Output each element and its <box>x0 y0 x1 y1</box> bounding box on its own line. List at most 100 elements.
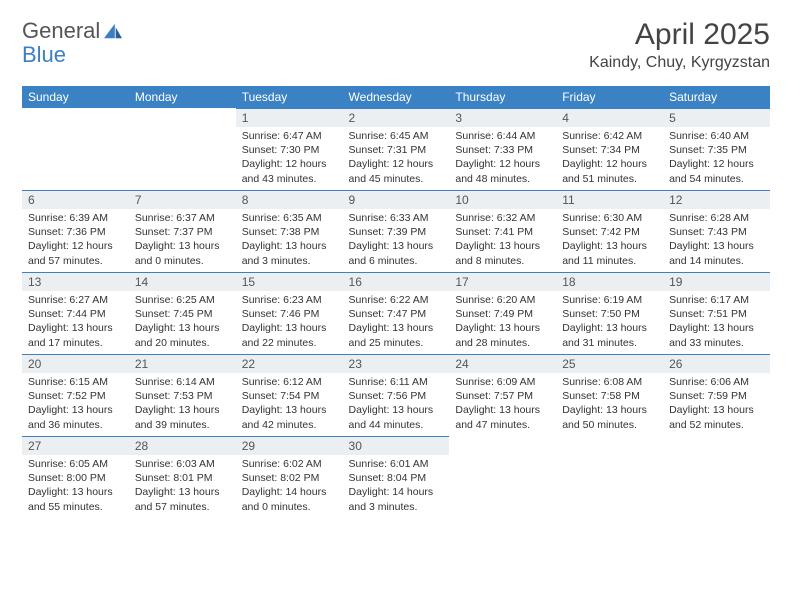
weekday-header: Sunday <box>22 86 129 108</box>
calendar-day-cell: 18Sunrise: 6:19 AMSunset: 7:50 PMDayligh… <box>556 272 663 354</box>
calendar-day-cell: 2Sunrise: 6:45 AMSunset: 7:31 PMDaylight… <box>343 108 450 190</box>
sunrise-text: Sunrise: 6:44 AM <box>455 129 550 143</box>
daylight-text: Daylight: 13 hours and 36 minutes. <box>28 403 123 431</box>
day-details: Sunrise: 6:23 AMSunset: 7:46 PMDaylight:… <box>236 291 343 354</box>
sunrise-text: Sunrise: 6:25 AM <box>135 293 230 307</box>
sunset-text: Sunset: 7:42 PM <box>562 225 657 239</box>
day-details: Sunrise: 6:30 AMSunset: 7:42 PMDaylight:… <box>556 209 663 272</box>
day-number: 5 <box>663 108 770 127</box>
sunset-text: Sunset: 7:56 PM <box>349 389 444 403</box>
sunrise-text: Sunrise: 6:45 AM <box>349 129 444 143</box>
calendar-head: SundayMondayTuesdayWednesdayThursdayFrid… <box>22 86 770 108</box>
sunset-text: Sunset: 7:50 PM <box>562 307 657 321</box>
sunset-text: Sunset: 7:36 PM <box>28 225 123 239</box>
day-number: 6 <box>22 190 129 209</box>
day-details: Sunrise: 6:37 AMSunset: 7:37 PMDaylight:… <box>129 209 236 272</box>
day-details: Sunrise: 6:15 AMSunset: 7:52 PMDaylight:… <box>22 373 129 436</box>
daylight-text: Daylight: 13 hours and 25 minutes. <box>349 321 444 349</box>
day-number: 12 <box>663 190 770 209</box>
day-details: Sunrise: 6:02 AMSunset: 8:02 PMDaylight:… <box>236 455 343 518</box>
calendar-day-cell: 1Sunrise: 6:47 AMSunset: 7:30 PMDaylight… <box>236 108 343 190</box>
daylight-text: Daylight: 13 hours and 14 minutes. <box>669 239 764 267</box>
day-details: Sunrise: 6:08 AMSunset: 7:58 PMDaylight:… <box>556 373 663 436</box>
calendar-day-cell: 22Sunrise: 6:12 AMSunset: 7:54 PMDayligh… <box>236 354 343 436</box>
sunset-text: Sunset: 7:39 PM <box>349 225 444 239</box>
sunrise-text: Sunrise: 6:03 AM <box>135 457 230 471</box>
sunset-text: Sunset: 7:45 PM <box>135 307 230 321</box>
daylight-text: Daylight: 13 hours and 20 minutes. <box>135 321 230 349</box>
daylight-text: Daylight: 12 hours and 43 minutes. <box>242 157 337 185</box>
sunset-text: Sunset: 7:34 PM <box>562 143 657 157</box>
day-details: Sunrise: 6:11 AMSunset: 7:56 PMDaylight:… <box>343 373 450 436</box>
day-details: Sunrise: 6:01 AMSunset: 8:04 PMDaylight:… <box>343 455 450 518</box>
day-number: 8 <box>236 190 343 209</box>
weekday-header: Saturday <box>663 86 770 108</box>
daylight-text: Daylight: 12 hours and 54 minutes. <box>669 157 764 185</box>
sunset-text: Sunset: 7:33 PM <box>455 143 550 157</box>
day-details: Sunrise: 6:47 AMSunset: 7:30 PMDaylight:… <box>236 127 343 190</box>
sunset-text: Sunset: 7:58 PM <box>562 389 657 403</box>
day-details: Sunrise: 6:32 AMSunset: 7:41 PMDaylight:… <box>449 209 556 272</box>
daylight-text: Daylight: 13 hours and 17 minutes. <box>28 321 123 349</box>
sunrise-text: Sunrise: 6:05 AM <box>28 457 123 471</box>
day-number: 17 <box>449 272 556 291</box>
sunrise-text: Sunrise: 6:39 AM <box>28 211 123 225</box>
weekday-header: Wednesday <box>343 86 450 108</box>
calendar-day-cell: . <box>663 436 770 518</box>
sunrise-text: Sunrise: 6:02 AM <box>242 457 337 471</box>
daylight-text: Daylight: 13 hours and 31 minutes. <box>562 321 657 349</box>
logo-text-general: General <box>22 18 100 44</box>
calendar-day-cell: 21Sunrise: 6:14 AMSunset: 7:53 PMDayligh… <box>129 354 236 436</box>
calendar-day-cell: 30Sunrise: 6:01 AMSunset: 8:04 PMDayligh… <box>343 436 450 518</box>
daylight-text: Daylight: 13 hours and 6 minutes. <box>349 239 444 267</box>
calendar-week-row: 13Sunrise: 6:27 AMSunset: 7:44 PMDayligh… <box>22 272 770 354</box>
calendar-day-cell: . <box>449 436 556 518</box>
sunrise-text: Sunrise: 6:11 AM <box>349 375 444 389</box>
sunrise-text: Sunrise: 6:12 AM <box>242 375 337 389</box>
sunset-text: Sunset: 7:35 PM <box>669 143 764 157</box>
calendar-day-cell: 7Sunrise: 6:37 AMSunset: 7:37 PMDaylight… <box>129 190 236 272</box>
sunrise-text: Sunrise: 6:09 AM <box>455 375 550 389</box>
calendar-week-row: 27Sunrise: 6:05 AMSunset: 8:00 PMDayligh… <box>22 436 770 518</box>
day-details: Sunrise: 6:25 AMSunset: 7:45 PMDaylight:… <box>129 291 236 354</box>
calendar-day-cell: 9Sunrise: 6:33 AMSunset: 7:39 PMDaylight… <box>343 190 450 272</box>
daylight-text: Daylight: 14 hours and 0 minutes. <box>242 485 337 513</box>
logo-blue-wrap: Blue <box>22 42 66 68</box>
calendar-table: SundayMondayTuesdayWednesdayThursdayFrid… <box>22 86 770 518</box>
sunset-text: Sunset: 7:46 PM <box>242 307 337 321</box>
day-number: 21 <box>129 354 236 373</box>
calendar-day-cell: 23Sunrise: 6:11 AMSunset: 7:56 PMDayligh… <box>343 354 450 436</box>
day-details: Sunrise: 6:22 AMSunset: 7:47 PMDaylight:… <box>343 291 450 354</box>
day-details: Sunrise: 6:42 AMSunset: 7:34 PMDaylight:… <box>556 127 663 190</box>
daylight-text: Daylight: 12 hours and 51 minutes. <box>562 157 657 185</box>
sunset-text: Sunset: 7:41 PM <box>455 225 550 239</box>
sunrise-text: Sunrise: 6:15 AM <box>28 375 123 389</box>
day-details: Sunrise: 6:39 AMSunset: 7:36 PMDaylight:… <box>22 209 129 272</box>
sunset-text: Sunset: 7:51 PM <box>669 307 764 321</box>
day-details: Sunrise: 6:17 AMSunset: 7:51 PMDaylight:… <box>663 291 770 354</box>
day-details: Sunrise: 6:14 AMSunset: 7:53 PMDaylight:… <box>129 373 236 436</box>
day-details: Sunrise: 6:03 AMSunset: 8:01 PMDaylight:… <box>129 455 236 518</box>
sunrise-text: Sunrise: 6:14 AM <box>135 375 230 389</box>
day-number: 27 <box>22 436 129 455</box>
daylight-text: Daylight: 13 hours and 8 minutes. <box>455 239 550 267</box>
day-number: 1 <box>236 108 343 127</box>
day-details: Sunrise: 6:33 AMSunset: 7:39 PMDaylight:… <box>343 209 450 272</box>
day-details: Sunrise: 6:45 AMSunset: 7:31 PMDaylight:… <box>343 127 450 190</box>
sunrise-text: Sunrise: 6:30 AM <box>562 211 657 225</box>
daylight-text: Daylight: 13 hours and 44 minutes. <box>349 403 444 431</box>
day-number: 3 <box>449 108 556 127</box>
day-number: 23 <box>343 354 450 373</box>
calendar-day-cell: 16Sunrise: 6:22 AMSunset: 7:47 PMDayligh… <box>343 272 450 354</box>
sunrise-text: Sunrise: 6:06 AM <box>669 375 764 389</box>
sunset-text: Sunset: 7:47 PM <box>349 307 444 321</box>
day-number: 10 <box>449 190 556 209</box>
sunrise-text: Sunrise: 6:35 AM <box>242 211 337 225</box>
sunset-text: Sunset: 7:49 PM <box>455 307 550 321</box>
calendar-day-cell: . <box>129 108 236 190</box>
sunset-text: Sunset: 8:01 PM <box>135 471 230 485</box>
calendar-day-cell: 6Sunrise: 6:39 AMSunset: 7:36 PMDaylight… <box>22 190 129 272</box>
weekday-header: Tuesday <box>236 86 343 108</box>
calendar-day-cell: 12Sunrise: 6:28 AMSunset: 7:43 PMDayligh… <box>663 190 770 272</box>
day-number: 26 <box>663 354 770 373</box>
